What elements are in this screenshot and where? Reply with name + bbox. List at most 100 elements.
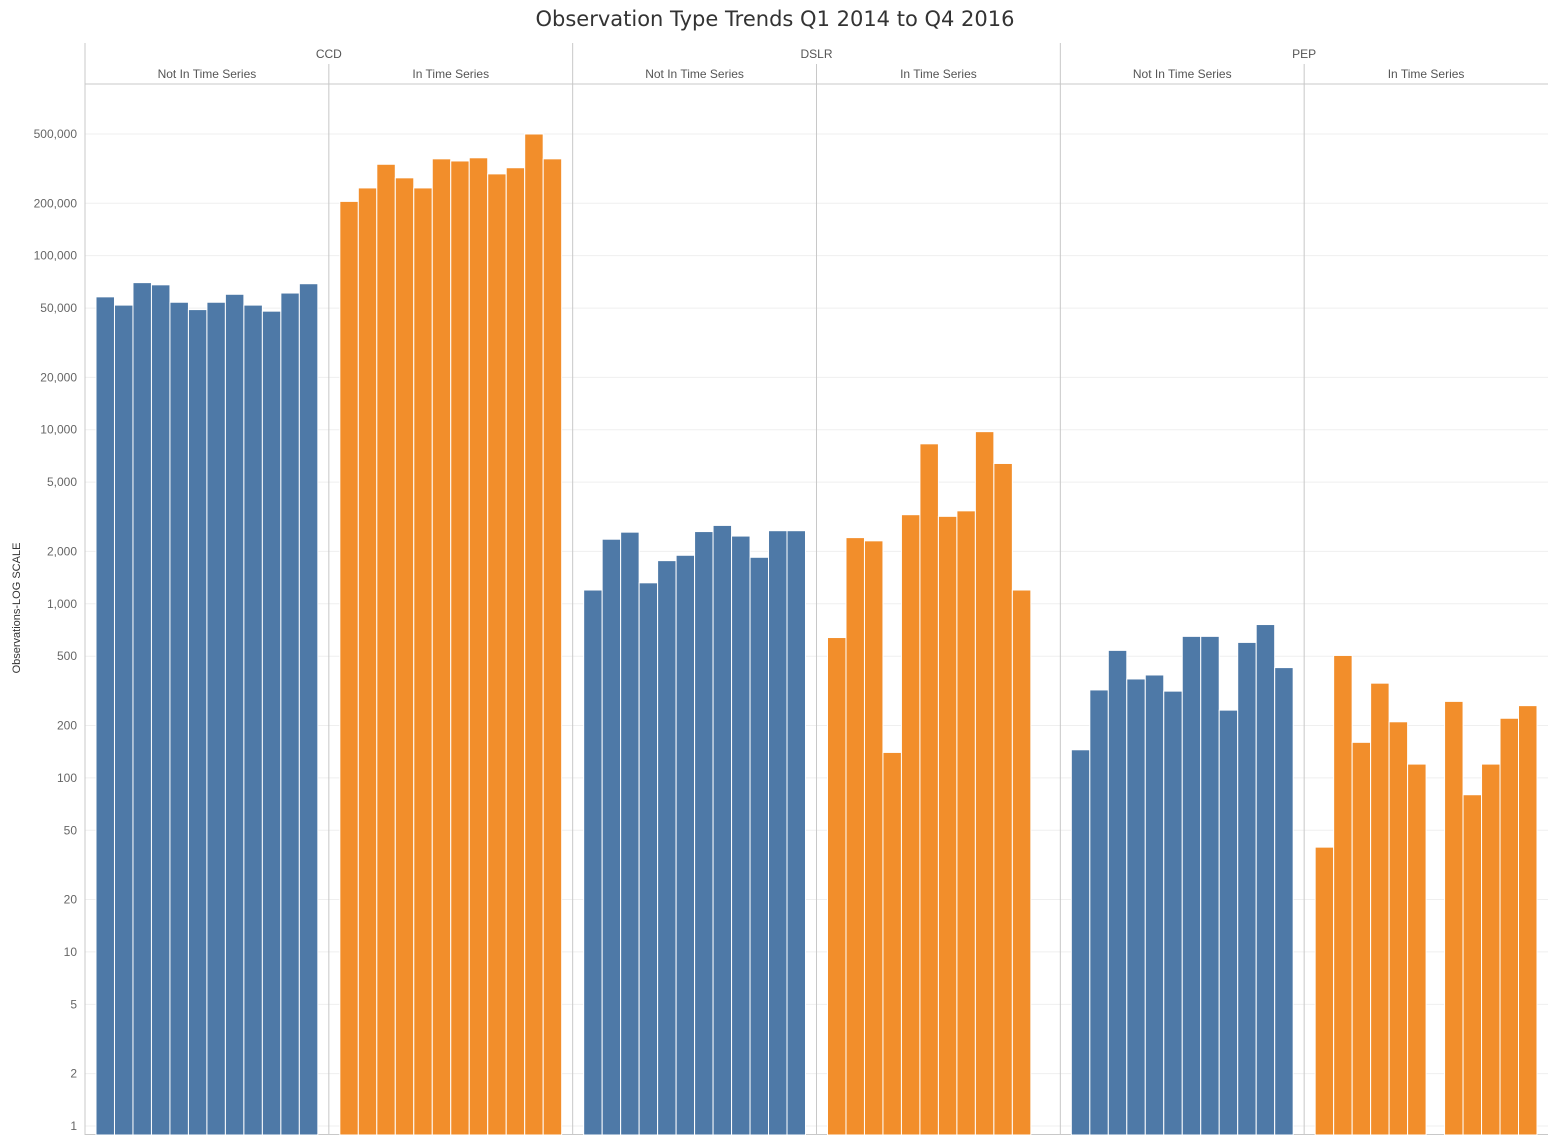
bar: [1089, 689, 1109, 1135]
bar: [1518, 705, 1538, 1135]
bar: [505, 167, 526, 1135]
bar: [468, 157, 489, 1135]
y-tick-label: 5: [70, 997, 77, 1011]
y-tick-label: 20,000: [40, 370, 77, 384]
bar: [261, 310, 282, 1135]
bar: [339, 200, 359, 1135]
bar: [731, 535, 751, 1135]
bar: [657, 560, 677, 1135]
bar: [1499, 717, 1520, 1135]
y-tick-label: 2: [70, 1067, 77, 1081]
bar: [376, 163, 396, 1135]
bar: [132, 282, 152, 1135]
bar: [900, 514, 921, 1135]
y-tick-label: 5,000: [47, 475, 77, 489]
bar: [786, 530, 807, 1135]
y-tick-label: 100,000: [34, 249, 78, 263]
bar: [694, 531, 714, 1135]
bar: [1163, 690, 1183, 1135]
bar: [1370, 682, 1390, 1135]
y-tick-label: 200,000: [34, 196, 78, 210]
bar: [1011, 589, 1032, 1135]
panel-header: In Time Series: [900, 67, 977, 81]
bar: [394, 177, 415, 1135]
bar: [638, 582, 659, 1135]
y-tick-label: 50,000: [40, 301, 77, 315]
panel-header: Not In Time Series: [645, 67, 744, 81]
bar: [1481, 763, 1501, 1135]
bar: [413, 187, 433, 1135]
bar: [1255, 624, 1276, 1135]
chart-title: Observation Type Trends Q1 2014 to Q4 20…: [535, 7, 1015, 31]
bar: [431, 158, 452, 1135]
bar: [187, 309, 208, 1135]
bar: [1181, 635, 1202, 1135]
bar: [827, 637, 847, 1135]
bar: [675, 554, 696, 1135]
bar: [993, 462, 1013, 1135]
bar: [1333, 654, 1353, 1135]
bar: [169, 301, 189, 1135]
panel-header: In Time Series: [1388, 67, 1465, 81]
y-tick-label: 1: [70, 1119, 77, 1133]
group-header: PEP: [1292, 47, 1316, 61]
bar: [357, 187, 378, 1135]
bar: [280, 292, 300, 1135]
y-tick-label: 10,000: [40, 423, 77, 437]
y-tick-label: 500,000: [34, 127, 78, 141]
y-tick-label: 500: [57, 649, 77, 663]
bar: [1444, 700, 1464, 1135]
bar: [712, 524, 733, 1135]
y-tick-label: 200: [57, 718, 77, 732]
bar: [542, 158, 563, 1135]
y-axis-title: Observations-LOG SCALE: [11, 543, 23, 674]
bar: [1218, 709, 1239, 1135]
bar: [845, 537, 865, 1135]
bar: [749, 556, 770, 1135]
group-header: DSLR: [800, 47, 832, 61]
bar: [206, 301, 226, 1135]
y-tick-label: 100: [57, 771, 77, 785]
y-tick-label: 10: [64, 945, 78, 959]
bar: [113, 304, 134, 1135]
y-tick-label: 2,000: [47, 544, 77, 558]
panel-header: Not In Time Series: [1133, 67, 1232, 81]
bar: [882, 751, 902, 1135]
bar: [95, 296, 115, 1135]
bar: [768, 530, 788, 1135]
y-tick-label: 50: [64, 823, 78, 837]
bar: [224, 293, 245, 1135]
bar: [1200, 635, 1220, 1135]
bar: [524, 133, 544, 1135]
bar: [1314, 846, 1335, 1135]
bar: [1462, 794, 1483, 1135]
bar: [1388, 721, 1409, 1135]
bar: [1144, 674, 1165, 1135]
bar: [243, 304, 263, 1135]
bar: [974, 431, 995, 1135]
bar: [450, 160, 470, 1135]
panel-header: Not In Time Series: [158, 67, 257, 81]
bar: [298, 283, 319, 1135]
y-tick-label: 1,000: [47, 597, 77, 611]
bar: [919, 443, 939, 1135]
bar: [1070, 749, 1091, 1135]
bar: [863, 540, 884, 1135]
bar: [1126, 678, 1146, 1135]
bar: [1351, 741, 1372, 1135]
bar: [620, 531, 640, 1135]
y-tick-label: 20: [64, 893, 78, 907]
bar: [956, 510, 976, 1135]
bar: [1237, 641, 1257, 1135]
group-header: CCD: [316, 47, 342, 61]
bar: [1107, 649, 1128, 1135]
bar: [583, 589, 603, 1135]
panel-header: In Time Series: [412, 67, 489, 81]
bar: [601, 538, 622, 1135]
bar: [487, 173, 507, 1135]
bar: [1407, 763, 1427, 1135]
bar: [937, 515, 958, 1135]
bar: [150, 284, 171, 1135]
bar: [1274, 667, 1294, 1135]
